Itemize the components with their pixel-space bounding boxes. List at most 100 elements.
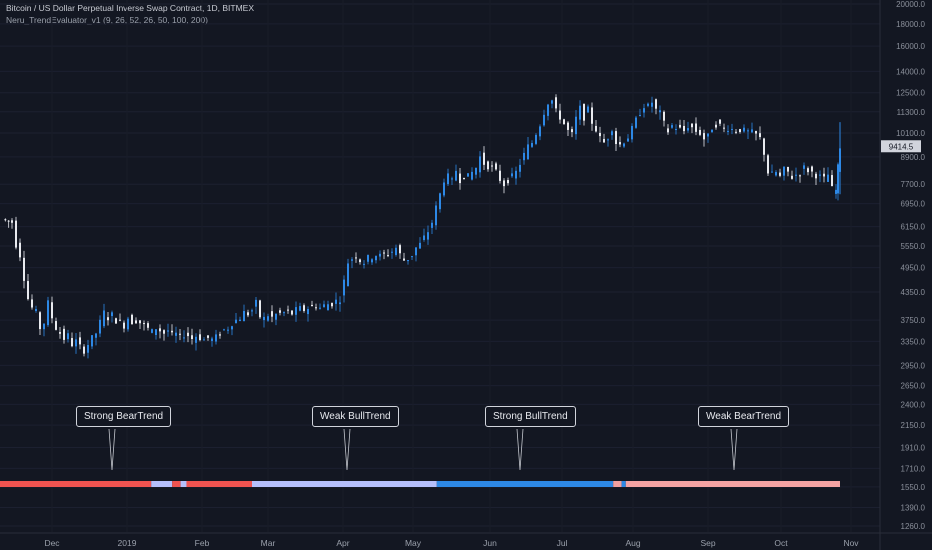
candle-body — [579, 105, 581, 120]
x-tick-label: Jul — [557, 538, 568, 548]
x-tick-label: 2019 — [118, 538, 137, 548]
candle-body — [787, 166, 789, 172]
trend-segment — [621, 481, 626, 487]
candle-body — [75, 339, 77, 347]
candle-body — [159, 328, 161, 332]
candle-body — [363, 263, 365, 265]
candle-body — [15, 220, 17, 248]
candle-body — [271, 311, 273, 317]
candle-body — [79, 337, 81, 345]
candle-body — [475, 167, 477, 175]
trend-segment — [613, 481, 622, 487]
candle-body — [55, 321, 57, 330]
candle-body — [403, 258, 405, 261]
candle-body — [383, 252, 385, 254]
y-tick-label: 2650.0 — [901, 382, 926, 391]
candle-body — [755, 131, 757, 134]
candle-body — [651, 102, 653, 107]
chart-title: Bitcoin / US Dollar Perpetual Inverse Sw… — [6, 3, 255, 13]
candle-body — [575, 116, 577, 135]
candle-body — [591, 107, 593, 124]
trend-segment — [625, 481, 840, 487]
candle-body — [671, 125, 673, 128]
candle-body — [295, 307, 297, 315]
candle-body — [139, 320, 141, 324]
candle-body — [727, 130, 729, 132]
candle-body — [587, 106, 589, 113]
candle-body — [23, 257, 25, 281]
candle-body — [463, 177, 465, 179]
candle-body — [583, 104, 585, 121]
candle-body — [819, 174, 821, 176]
candle-body — [111, 312, 113, 317]
candle-body — [247, 312, 249, 316]
y-tick-label: 14000.0 — [896, 67, 925, 76]
candle-body — [519, 164, 521, 172]
candle-body — [499, 170, 501, 181]
candle-body — [495, 163, 497, 170]
candle-body — [119, 319, 121, 321]
candle-body — [171, 330, 173, 333]
candle-body — [719, 119, 721, 124]
y-tick-label: 6950.0 — [901, 200, 926, 209]
candle-body — [87, 345, 89, 353]
candle-body — [627, 138, 629, 142]
candle-body — [63, 328, 65, 340]
x-tick-label: Oct — [774, 538, 788, 548]
candle-body — [195, 336, 197, 343]
candle-body — [823, 173, 825, 177]
x-tick-label: Dec — [44, 538, 60, 548]
candle-body — [747, 130, 749, 132]
candle-body — [807, 168, 809, 173]
trend-segment — [0, 481, 152, 487]
candle-body — [767, 155, 769, 174]
x-tick-label: Aug — [625, 538, 640, 548]
candle-body — [535, 134, 537, 144]
candle-body — [491, 165, 493, 167]
y-tick-label: 2950.0 — [901, 361, 926, 370]
candle-body — [211, 338, 213, 342]
candle-body — [327, 304, 329, 311]
candle-body — [675, 129, 677, 131]
candle-body — [723, 127, 725, 129]
candle-body — [837, 164, 839, 194]
candle-body — [643, 108, 645, 113]
y-tick-label: 10100.0 — [896, 129, 925, 138]
candle-body — [827, 174, 829, 182]
candle-body — [231, 326, 233, 330]
candle-body — [603, 138, 605, 143]
indicator-legend[interactable]: Neru_TrendEvaluator_v1 (9, 26, 52, 26, 5… — [6, 15, 208, 25]
candle-body — [691, 123, 693, 128]
y-tick-label: 4350.0 — [901, 288, 926, 297]
candle-body — [703, 133, 705, 140]
candle-body — [451, 178, 453, 180]
candle-body — [31, 299, 33, 308]
candle-body — [395, 247, 397, 255]
candle-body — [43, 323, 45, 330]
candle-body — [487, 161, 489, 170]
y-tick-label: 12500.0 — [896, 89, 925, 98]
candle-body — [423, 235, 425, 241]
candle-body — [667, 128, 669, 133]
candle-body — [447, 173, 449, 185]
candle-body — [707, 133, 709, 137]
candle-body — [27, 281, 29, 300]
candle-body — [815, 173, 817, 179]
candle-body — [687, 128, 689, 131]
candle-body — [543, 114, 545, 126]
candle-body — [303, 305, 305, 311]
candle-body — [135, 320, 137, 324]
candle-body — [683, 125, 685, 132]
candle-body — [795, 174, 797, 176]
candle-body — [551, 100, 553, 104]
y-tick-label: 16000.0 — [896, 42, 925, 51]
candle-body — [251, 310, 253, 312]
trend-label-strong-bear: Strong BearTrend — [76, 406, 172, 427]
trend-label-pointer — [108, 428, 116, 471]
candle-body — [67, 333, 69, 340]
candle-body — [479, 156, 481, 173]
candle-body — [631, 125, 633, 140]
y-tick-label: 1390.0 — [901, 503, 926, 512]
candle-body — [539, 126, 541, 137]
